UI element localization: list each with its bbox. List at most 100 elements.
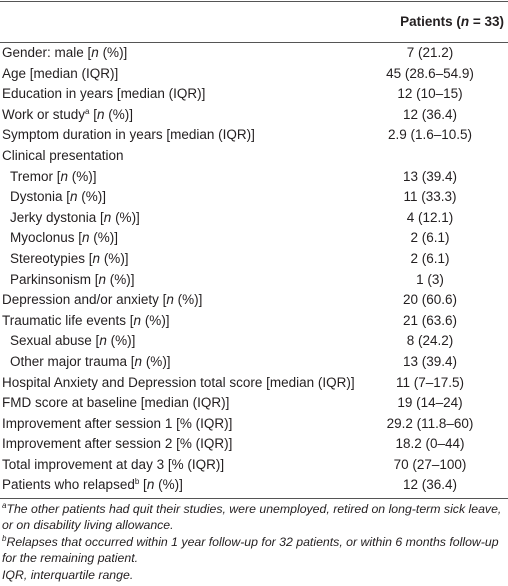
label-text: Symptom duration in years [median (IQR)] [2, 127, 255, 143]
row-value: 12 (36.4) [402, 106, 458, 122]
row-value: 2 (6.1) [410, 250, 450, 266]
label-text: FMD score at baseline [median (IQR)] [2, 395, 230, 411]
row: Hospital Anxiety and Depression total sc… [0, 373, 508, 394]
label-text: Depression and/or anxiety [n (%)] [2, 292, 203, 308]
footnote-marker: b [134, 477, 140, 487]
row-label: FMD score at baseline [median (IQR)] [2, 393, 229, 414]
row-value: 8 (24.2) [406, 333, 454, 349]
footnote-text: IQR, interquartile range. [2, 568, 134, 582]
footnote-text: Relapses that occurred within 1 year fol… [2, 535, 499, 565]
table-body: Gender: male [n (%)] 7 (21.2) Age [median … [0, 43, 508, 496]
row-value: 12 (36.4) [402, 477, 458, 493]
footnote: bRelapses that occurred within 1 year fo… [2, 535, 502, 566]
row-label: Traumatic life events [n (%)] [2, 311, 170, 332]
row-value: 4 (12.1) [406, 209, 454, 225]
row-label: Stereotypies [n (%)] [10, 249, 129, 270]
sub-row: Sexual abuse [n (%)] 8 (24.2) [0, 331, 508, 352]
sub-row: Jerky dystonia [n (%)] 4 (12.1) [0, 208, 508, 229]
sub-row: Tremor [n (%)] 13 (39.4) [0, 167, 508, 188]
row-label: Improvement after session 1 [% (IQR)] [2, 414, 232, 435]
row-value: 18.2 (0–44) [395, 436, 465, 452]
label-text: Patients who relapsed [2, 477, 135, 493]
row-label: Symptom duration in years [median (IQR)] [2, 125, 255, 146]
row-label: Parkinsonism [n (%)] [10, 270, 135, 291]
row-value: 11 (7–17.5) [395, 374, 465, 390]
row-value: 29.2 (11.8–60) [386, 415, 474, 431]
label-text: Hospital Anxiety and Depression total sc… [2, 374, 355, 390]
sub-row: Stereotypies [n (%)] 2 (6.1) [0, 249, 508, 270]
row-label: Jerky dystonia [n (%)] [10, 208, 140, 229]
sub-row: Parkinsonism [n (%)] 1 (3) [0, 270, 508, 291]
row: Traumatic life events [n (%)] 21 (63.6) [0, 311, 508, 332]
row: Symptom duration in years [median (IQR)]… [0, 125, 508, 146]
label-text: [n (%)] [89, 106, 134, 122]
label-text: Stereotypies [n (%)] [10, 250, 129, 266]
row-label: Work or studya [n (%)] [2, 105, 133, 126]
label-text: Education in years [median (IQR)] [2, 86, 206, 102]
label-text: Work or study [2, 106, 86, 122]
row: Gender: male [n (%)] 7 (21.2) [0, 43, 508, 64]
row-value: 21 (63.6) [402, 312, 458, 328]
row-label: Other major trauma [n (%)] [10, 352, 171, 373]
label-text: Sexual abuse [n (%)] [10, 333, 136, 349]
row-value: 11 (33.3) [403, 189, 457, 205]
label-text: Myoclonus [n (%)] [10, 230, 119, 246]
row-value: 2 (6.1) [410, 230, 450, 246]
label-text: Clinical presentation [2, 147, 124, 163]
sub-row: Dystonia [n (%)] 11 (33.3) [0, 187, 508, 208]
label-text: Total improvement at day 3 [% (IQR)] [2, 456, 225, 472]
row-value: 70 (27–100) [393, 456, 467, 472]
footnote: IQR, interquartile range. [2, 568, 502, 584]
row-value: 2.9 (1.6–10.5) [387, 127, 473, 143]
label-text: Gender: male [n (%)] [2, 45, 128, 60]
row-label: Hospital Anxiety and Depression total sc… [2, 373, 355, 394]
row-value: 12 (10–15) [397, 86, 463, 102]
row: Patients who relapsedb [n (%)] 12 (36.4) [0, 475, 508, 496]
row-value: 7 (21.2) [406, 45, 454, 60]
row: Depression and/or anxiety [n (%)] 20 (60.… [0, 290, 508, 311]
row-label: Myoclonus [n (%)] [10, 228, 118, 249]
footnote-marker: a [2, 501, 7, 510]
footnote-marker: b [2, 534, 7, 543]
bottom-rule [0, 498, 508, 499]
label-text: Other major trauma [n (%)] [10, 353, 171, 369]
row-label: Depression and/or anxiety [n (%)] [2, 290, 202, 311]
row-label: Dystonia [n (%)] [10, 187, 106, 208]
label-text: Improvement after session 2 [% (IQR)] [2, 436, 233, 452]
label-text: Age [median (IQR)] [2, 65, 119, 81]
row-value: 19 (14–24) [397, 395, 463, 411]
label-text: Parkinsonism [n (%)] [10, 271, 135, 287]
top-rule [0, 1, 508, 2]
row-label: Sexual abuse [n (%)] [10, 331, 135, 352]
row: Improvement after session 2 [% (IQR)] 18.… [0, 434, 508, 455]
row: Work or studya [n (%)] 12 (36.4) [0, 105, 508, 126]
row-label: Gender: male [n (%)] [2, 43, 127, 64]
row: Education in years [median (IQR)] 12 (10–… [0, 84, 508, 105]
row: Age [median (IQR)] 45 (28.6–54.9) [0, 64, 508, 85]
column-header: Patients (n = 33) [400, 14, 504, 29]
row: Clinical presentation [0, 146, 508, 167]
row-label: Improvement after session 2 [% (IQR)] [2, 434, 232, 455]
label-text: Jerky dystonia [n (%)] [10, 209, 140, 225]
label-text: Traumatic life events [n (%)] [2, 312, 170, 328]
label-text: Improvement after session 1 [% (IQR)] [2, 415, 233, 431]
row-label: Clinical presentation [2, 146, 124, 167]
row-value: 13 (39.4) [402, 168, 458, 184]
header-rule [0, 42, 508, 43]
footnote-marker: a [85, 106, 90, 116]
row-label: Total improvement at day 3 [% (IQR)] [2, 455, 224, 476]
row-value: 1 (3) [416, 271, 444, 287]
footnote-text: The other patients had quit their studie… [2, 502, 502, 532]
row-label: Education in years [median (IQR)] [2, 84, 205, 105]
row-label: Patients who relapsedb [n (%)] [2, 475, 183, 496]
row-value: 13 (39.4) [402, 353, 458, 369]
sub-row: Myoclonus [n (%)] 2 (6.1) [0, 228, 508, 249]
label-text: [n (%)] [139, 477, 183, 493]
row-label: Tremor [n (%)] [10, 167, 97, 188]
label-text: Dystonia [n (%)] [10, 189, 107, 205]
row: FMD score at baseline [median (IQR)] 19 (… [0, 393, 508, 414]
footnotes: aThe other patients had quit their studi… [2, 502, 502, 586]
label-text: Tremor [n (%)] [10, 168, 97, 184]
table-header: Patients (n = 33) [0, 2, 508, 41]
